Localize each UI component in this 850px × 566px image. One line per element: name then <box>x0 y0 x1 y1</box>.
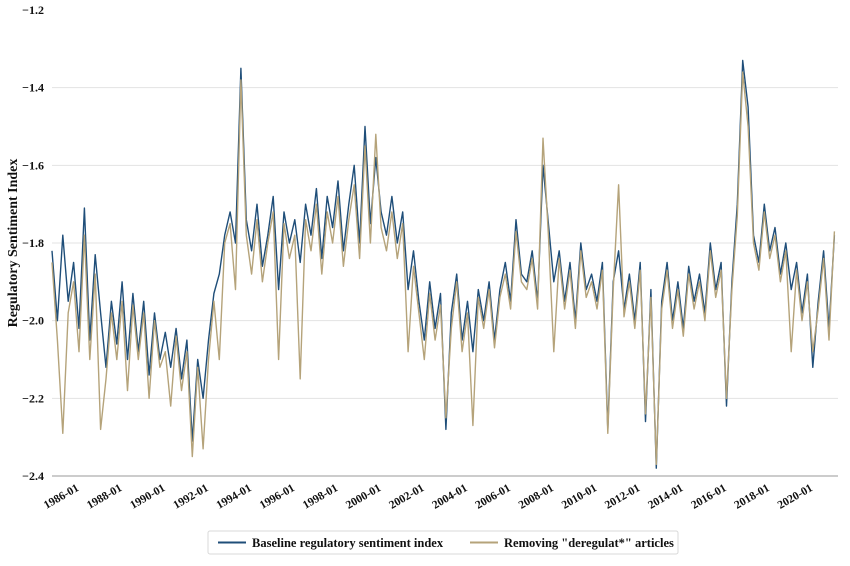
series-lines <box>51 59 836 469</box>
y-tick-label: −1.4 <box>22 81 44 95</box>
x-tick-label: 1996-01 <box>258 482 297 512</box>
x-tick-label: 2018-01 <box>733 482 772 512</box>
y-tick-label: −1.6 <box>22 158 44 172</box>
legend: Baseline regulatory sentiment index Remo… <box>207 530 679 555</box>
legend-label-removing-deregulat: Removing "deregulat*" articles <box>504 536 674 550</box>
x-tick-label: 1990-01 <box>128 482 167 512</box>
x-tick-label: 2006-01 <box>474 482 513 512</box>
y-tick-label: −1.8 <box>22 236 44 250</box>
legend-box <box>207 530 679 555</box>
y-tick-label: −2.4 <box>22 469 44 483</box>
x-tick-label: 2000-01 <box>344 482 383 512</box>
x-tick-label: 2004-01 <box>430 482 469 512</box>
y-axis-title: Regulatory Sentiment Index <box>6 159 21 328</box>
x-tick-label: 2002-01 <box>387 482 426 512</box>
y-tick-label: −2.2 <box>22 391 44 405</box>
x-tick-label: 2008-01 <box>517 482 556 512</box>
x-tick-label: 2020-01 <box>776 482 815 512</box>
legend-label-baseline: Baseline regulatory sentiment index <box>252 536 444 550</box>
gridlines <box>52 87 838 399</box>
series-line-baseline <box>51 59 836 469</box>
x-tick-label: 1994-01 <box>215 482 254 512</box>
x-tick-label: 2016-01 <box>689 482 728 512</box>
x-tick-label: 2014-01 <box>646 482 685 512</box>
y-axis-ticks: −1.2 −1.4 −1.6 −1.8 −2.0 −2.2 −2.4 <box>22 3 44 483</box>
x-tick-label: 1998-01 <box>301 482 340 512</box>
y-tick-label: −1.2 <box>22 3 44 17</box>
x-axis-ticks: 1986-01 1988-01 1990-01 1992-01 1994-01 1996-… <box>42 482 815 512</box>
x-tick-label: 1988-01 <box>85 482 124 512</box>
x-tick-label: 1986-01 <box>42 482 81 512</box>
y-tick-label: −2.0 <box>22 314 44 328</box>
x-tick-label: 2012-01 <box>603 482 642 512</box>
x-tick-label: 1992-01 <box>171 482 210 512</box>
series-line-removing-deregulat <box>51 71 836 466</box>
x-tick-label: 2010-01 <box>560 482 599 512</box>
